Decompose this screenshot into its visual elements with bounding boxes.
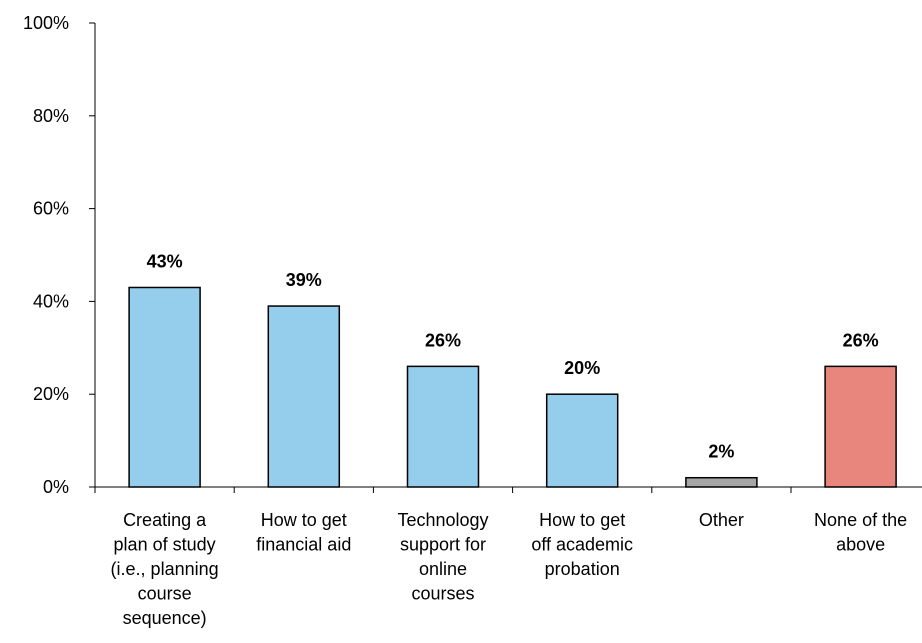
category-label: Creating a plan of study (i.e., planning co… [111,510,219,628]
data-label: 39% [286,270,322,290]
bar [545,393,619,488]
data-labels: 43% 39% 26% 20% 2% 26% [147,251,879,461]
category-label-line: course [138,584,192,604]
category-label-line: courses [411,584,474,604]
bar [824,365,897,488]
y-tick-label: 80% [33,106,69,126]
data-label: 26% [425,330,461,350]
category-label: Technology support for online courses [397,510,488,604]
bar [685,476,758,488]
category-label-line: How to get [261,510,347,530]
data-label: 20% [564,358,600,378]
y-tick-label: 60% [33,199,69,219]
y-tick-label: 40% [33,291,69,311]
y-tick-label: 20% [33,384,69,404]
data-label: 43% [147,251,183,271]
category-label-line: support for [400,535,486,555]
bars [128,286,897,488]
category-label-line: sequence) [123,608,207,628]
x-axis [94,486,922,493]
category-label-line: probation [545,559,620,579]
category-label-line: (i.e., planning [111,559,219,579]
category-label: How to get financial aid [256,510,351,555]
category-label-line: Creating a [123,510,207,530]
category-labels: Creating a plan of study (i.e., planning co… [111,510,908,628]
bar [406,365,480,488]
category-label-line: online [419,559,467,579]
category-label: Other [699,510,744,530]
bar [267,305,341,488]
category-label-line: plan of study [114,535,216,555]
category-label: None of the above [814,510,907,555]
category-label-line: off academic [531,535,633,555]
data-label: 26% [843,330,879,350]
data-label: 2% [708,442,734,462]
category-label-line: Technology [397,510,488,530]
category-label-line: Other [699,510,744,530]
category-label: How to get off academic probation [531,510,633,579]
category-label-line: above [836,535,885,555]
category-label-line: financial aid [256,535,351,555]
y-axis: 0% 20% 40% 60% 80% 100% [23,13,96,497]
y-tick-label: 100% [23,13,69,33]
category-label-line: How to get [539,510,625,530]
bar [128,286,201,488]
category-label-line: None of the [814,510,907,530]
y-tick-label: 0% [43,477,69,497]
